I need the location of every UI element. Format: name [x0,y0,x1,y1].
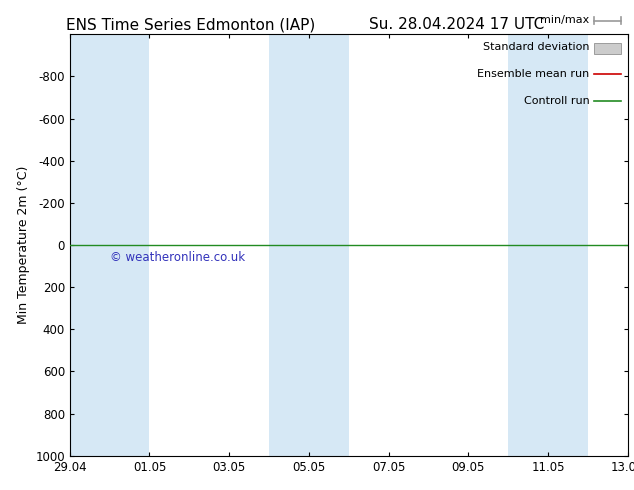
Text: min/max: min/max [540,15,590,24]
Text: Ensemble mean run: Ensemble mean run [477,69,590,78]
Text: Standard deviation: Standard deviation [483,42,590,51]
Bar [269,34,349,456]
Text: ENS Time Series Edmonton (IAP): ENS Time Series Edmonton (IAP) [65,17,315,32]
Text: Su. 28.04.2024 17 UTC: Su. 28.04.2024 17 UTC [369,17,544,32]
Bar [508,34,588,456]
Text: Controll run: Controll run [524,96,590,105]
Y-axis label: Min Temperature 2m (°C): Min Temperature 2m (°C) [16,166,30,324]
Text: © weatheronline.co.uk: © weatheronline.co.uk [110,251,245,264]
Bar [70,34,150,456]
